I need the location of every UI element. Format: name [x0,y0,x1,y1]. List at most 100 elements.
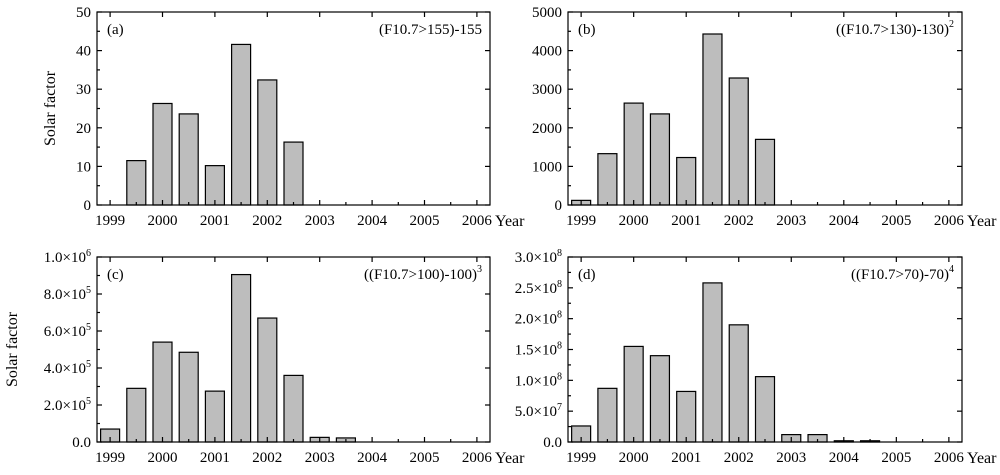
x-axis-label: Year [495,450,525,467]
x-tick-label-1999: 1999 [566,213,596,229]
panel-d: 0.0 5.0×107 1.0×108 1.5×108 2.0×108 2.5×108 3.… [515,248,997,467]
x-tick-label-2000: 2000 [148,213,178,229]
y-tick-label: 1.5×108 [515,341,562,359]
bar-2002 [257,79,278,206]
y-tick-label: 20 [76,121,91,137]
y-tick-label: 1000 [532,159,562,175]
bar-2002.5 [283,374,304,443]
panel-label: (a) [107,22,124,38]
x-tick-label-2000: 2000 [148,450,178,466]
x-tick-label-2004: 2004 [829,450,860,466]
panel-a: 0 10 20 30 40 50 1999 2000 2001 2002 2003 2004 2005 2… [42,5,525,230]
y-tick-label: 1.0×108 [515,371,562,389]
y-tick-label: 0 [84,198,92,214]
y-tick-label: 4.0×105 [44,359,91,377]
x-tick-label-2004: 2004 [357,450,388,466]
bar-2002.5 [754,138,776,206]
bar-2000.5 [649,355,671,443]
x-tick-label-2002: 2002 [724,450,754,466]
bar-1999.5 [126,387,147,443]
bar-2001 [204,165,225,206]
bar-2001 [676,390,697,443]
x-tick-label-2000: 2000 [619,450,649,466]
x-tick-label-1999: 1999 [566,450,596,466]
x-tick-label-2001: 2001 [200,213,230,229]
x-axis-label: Year [495,213,525,230]
bar-2001.5 [702,282,723,443]
formula-label: ((F10.7>130)-130)2 [836,19,954,38]
x-tick-label-2003: 2003 [776,213,806,229]
y-tick-label: 40 [76,44,91,60]
bar-1999.5 [597,387,618,443]
panel-c: 0.0 2.0×105 4.0×105 6.0×105 8.0×105 1.0×106 19… [4,248,525,467]
bar-2001.5 [702,33,723,206]
x-tick-label-2005: 2005 [410,213,440,229]
x-tick-label-2005: 2005 [881,450,911,466]
y-tick-label: 1.0×106 [44,248,91,266]
y-tick-label: 2.0×105 [44,396,91,414]
y-tick-label: 0 [555,198,563,214]
x-tick-label-2000: 2000 [619,213,649,229]
y-tick-label: 4000 [532,44,562,60]
y-tick-label: 10 [76,159,91,175]
x-tick-label-2006: 2006 [462,450,493,466]
bar-2000 [152,341,173,443]
y-axis-label: Solar factor [4,311,21,387]
x-tick-label-2003: 2003 [305,450,335,466]
bar-2001.5 [231,43,252,206]
bar-2001 [204,390,225,443]
x-tick-label-2001: 2001 [671,450,701,466]
panel-label: (d) [578,267,596,283]
bar-1999.5 [597,153,618,206]
y-tick-label: 0.0 [543,435,562,451]
panel-b: 0 1000 2000 3000 4000 5000 1999 2000 2001 2002 200… [532,5,997,230]
bar-2002 [728,77,749,206]
bar-2000.5 [178,351,199,443]
y-tick-label: 2.5×108 [515,279,562,297]
x-tick-label-2006: 2006 [462,213,493,229]
y-tick-label: 2.0×108 [515,310,562,328]
x-tick-label-2002: 2002 [252,450,282,466]
y-tick-label: 50 [76,5,91,21]
x-tick-label-2003: 2003 [305,213,335,229]
formula-label: ((F10.7>70)-70)4 [851,264,954,283]
x-tick-label-2003: 2003 [776,450,806,466]
x-tick-label-2005: 2005 [410,450,440,466]
x-tick-label-2001: 2001 [200,450,230,466]
x-tick-label-2004: 2004 [829,213,860,229]
y-tick-label: 2000 [532,121,562,137]
x-tick-label-2006: 2006 [934,213,965,229]
formula-label: (F10.7>155)-155 [379,22,482,38]
bar-2001 [676,156,697,206]
x-axis-label: Year [967,213,997,230]
bar-2000 [623,345,644,443]
y-tick-label: 0.0 [72,435,91,451]
bar-2002 [257,317,278,443]
y-tick-label: 3.0×108 [515,248,562,266]
y-tick-label: 6.0×105 [44,322,91,340]
bar-2000.5 [178,113,199,206]
x-tick-label-2004: 2004 [357,213,388,229]
x-tick-label-2001: 2001 [671,213,701,229]
bar-1999.5 [126,160,147,206]
bar-2002.5 [754,376,776,443]
x-tick-label-2002: 2002 [252,213,282,229]
x-tick-label-1999: 1999 [95,213,125,229]
x-tick-label-2006: 2006 [934,450,965,466]
bar-2002.5 [283,141,304,206]
x-tick-label-2005: 2005 [881,213,911,229]
y-tick-label: 5000 [532,5,562,21]
y-axis-label: Solar factor [42,70,59,146]
y-tick-label: 8.0×105 [44,285,91,303]
x-tick-label-1999: 1999 [95,450,125,466]
bar-2001.5 [231,273,252,443]
bar-2002 [728,324,749,443]
bar-2000 [152,102,173,206]
y-tick-label: 30 [76,82,91,98]
panel-label: (b) [578,22,596,38]
bar-2000 [623,102,644,206]
panel-label: (c) [107,267,124,283]
y-tick-label: 5.0×107 [515,402,562,420]
